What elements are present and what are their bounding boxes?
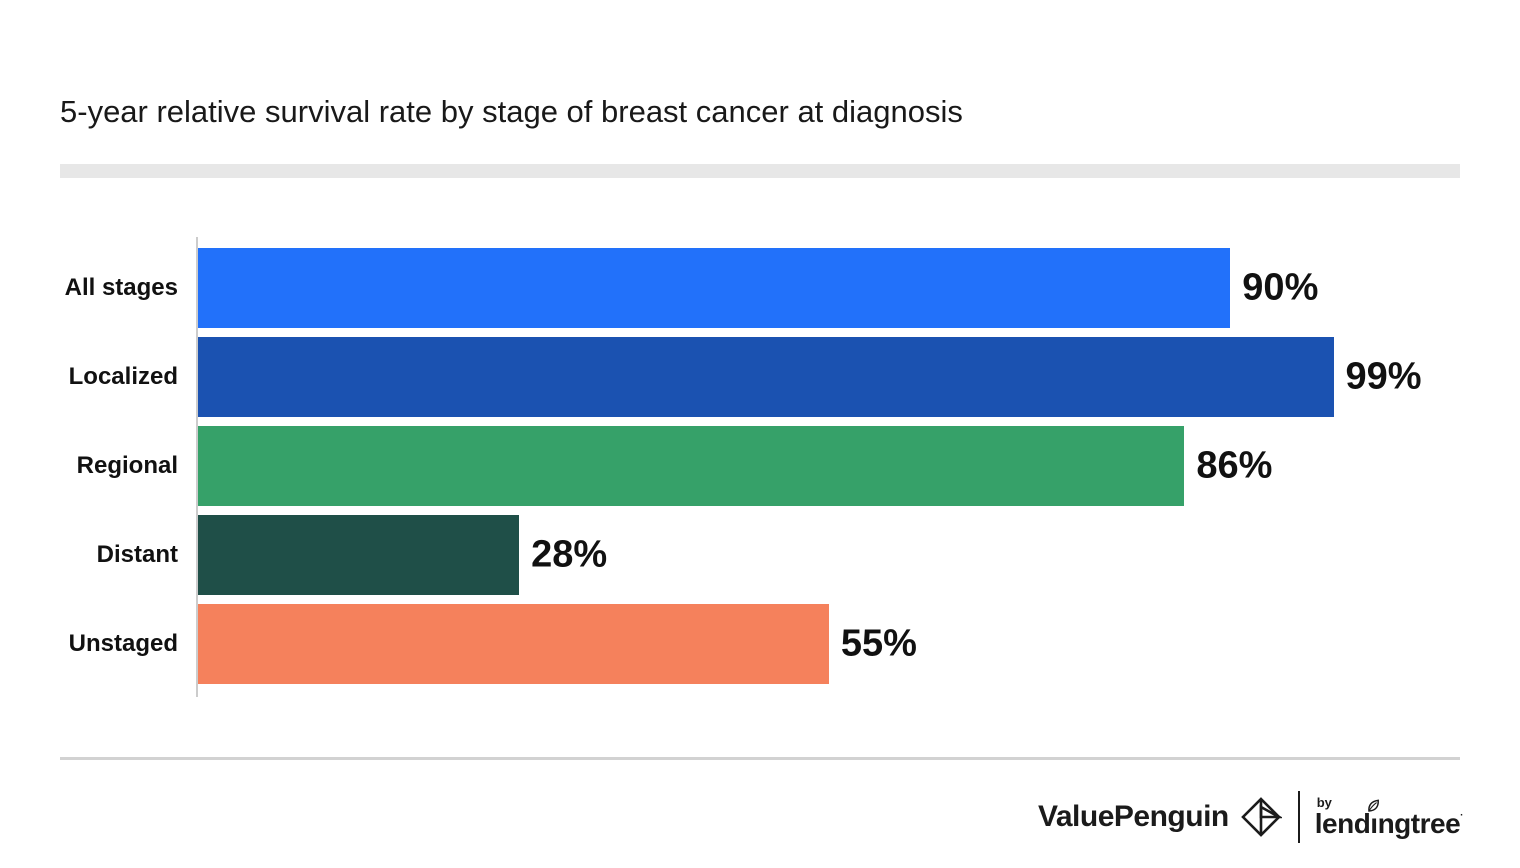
lendingtree-part-post: ngtree [1377,808,1461,839]
bar [198,248,1231,328]
logo-separator [1297,791,1300,843]
title-underline-band [60,164,1460,178]
bar-track: 28% [198,515,1345,595]
lendingtree-i: ı [1368,799,1380,838]
bar [198,604,829,684]
y-axis-line [196,237,198,697]
lendingtree-wordmark: lend ıngtree· [1314,799,1463,839]
chart-row: Regional 86% [60,426,1460,506]
by-label: by [1316,795,1332,810]
lendingtree-logo: by lend ıngtree· [1314,795,1464,839]
leaf-icon [1368,799,1380,812]
bar [198,337,1334,417]
chart-row: All stages 90% [60,248,1460,328]
category-label: Unstaged [68,630,178,657]
lendingtree-part-pre: lend [1314,808,1371,839]
chart-title: 5-year relative survival rate by stage o… [60,94,963,129]
valuepenguin-wordmark: ValuePenguin [1038,800,1229,833]
bar-track: 99% [198,337,1422,417]
chart-row: Localized 99% [60,337,1460,417]
category-label: Regional [76,452,178,479]
bar-track: 55% [198,604,1345,684]
bar [198,426,1185,506]
branding-footer: ValuePenguin by lend ıngtree· [1038,789,1463,845]
bar [198,515,520,595]
category-label: All stages [64,274,178,301]
value-label: 86% [1196,444,1273,487]
value-label: 99% [1345,355,1422,398]
bar-track: 86% [198,426,1345,506]
bar-chart: All stages 90% Localized 99% Regional 86% Dist… [60,237,1460,697]
category-label: Localized [68,363,178,390]
category-label: Distant [96,541,178,568]
trademark-mark: · [1460,810,1463,821]
chart-row: Distant 28% [60,515,1460,595]
value-label: 55% [840,622,917,665]
chart-row: Unstaged 55% [60,604,1460,684]
valuepenguin-logo-icon [1240,797,1282,837]
value-label: 28% [531,533,608,576]
footer-divider [60,757,1460,760]
chart-rows: All stages 90% Localized 99% Regional 86% Dist… [60,248,1460,684]
bar-track: 90% [198,248,1345,328]
value-label: 90% [1242,266,1319,309]
